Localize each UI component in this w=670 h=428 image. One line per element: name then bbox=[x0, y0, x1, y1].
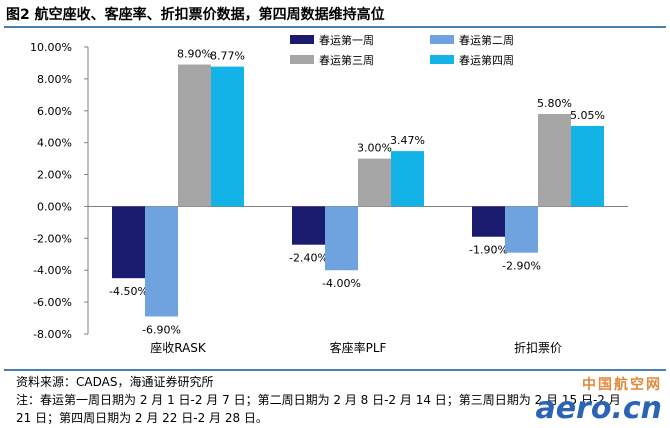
bar bbox=[538, 113, 571, 207]
data-label: -6.90% bbox=[142, 323, 181, 336]
data-label: -4.00% bbox=[322, 277, 361, 290]
legend-swatch bbox=[430, 55, 454, 64]
data-label: -1.90% bbox=[469, 244, 508, 257]
bar bbox=[391, 151, 424, 207]
bar bbox=[571, 125, 604, 207]
data-label: 3.00% bbox=[357, 142, 392, 155]
bar bbox=[145, 206, 178, 317]
data-label: 5.80% bbox=[537, 97, 572, 110]
y-tick-label: 2.00% bbox=[37, 169, 72, 182]
bar bbox=[358, 158, 391, 207]
y-tick-label: 4.00% bbox=[37, 137, 72, 150]
figure-title: 图2 航空座收、客座率、折扣票价数据，第四周数据维持高位 bbox=[6, 7, 385, 23]
legend-swatch bbox=[290, 55, 314, 64]
data-label: 8.90% bbox=[177, 48, 212, 61]
bar bbox=[505, 206, 538, 253]
bar bbox=[472, 206, 505, 237]
y-tick-label: 8.00% bbox=[37, 73, 72, 86]
legend-swatch bbox=[430, 35, 454, 44]
data-label: 5.05% bbox=[570, 109, 605, 122]
data-label: 8.77% bbox=[210, 50, 245, 63]
legend-swatch bbox=[290, 35, 314, 44]
bar bbox=[178, 64, 211, 207]
source-note: 资料来源：CADAS，海通证券研究所 bbox=[16, 375, 214, 389]
legend-label: 春运第一周 bbox=[319, 33, 374, 47]
bar-chart: 10.00% 8.00% 6.00% 4.00% 2.00% 0.00% -2.00% -4.… bbox=[30, 33, 628, 355]
legend-label: 春运第三周 bbox=[319, 53, 374, 67]
legend-label: 春运第四周 bbox=[459, 53, 514, 67]
category-label: 座收RASK bbox=[150, 340, 207, 355]
bar bbox=[292, 206, 325, 245]
top-rule bbox=[4, 26, 666, 28]
y-tick-label: -6.00% bbox=[33, 296, 72, 309]
category-label: 客座率PLF bbox=[330, 340, 387, 355]
legend-label: 春运第二周 bbox=[459, 33, 514, 47]
y-tick-label: 10.00% bbox=[30, 41, 72, 54]
bar bbox=[211, 66, 244, 207]
y-tick-label: -2.00% bbox=[33, 232, 72, 245]
y-tick-label: 6.00% bbox=[37, 105, 72, 118]
date-note-line1: 注：春运第一周日期为 2 月 1 日-2 月 7 日；第二周日期为 2 月 8 … bbox=[16, 393, 621, 407]
data-label: 3.47% bbox=[390, 134, 425, 147]
y-tick-label: 0.00% bbox=[37, 200, 72, 213]
bar bbox=[112, 206, 145, 279]
bar bbox=[325, 206, 358, 271]
watermark-en: aero.cn bbox=[535, 391, 662, 426]
bottom-rule bbox=[4, 369, 666, 371]
data-label: -2.90% bbox=[502, 260, 541, 273]
y-tick-label: -8.00% bbox=[33, 328, 72, 341]
watermark: 中国航空网 aero.cn bbox=[535, 374, 662, 424]
category-label: 折扣票价 bbox=[514, 340, 562, 355]
notes: 资料来源：CADAS，海通证券研究所 注：春运第一周日期为 2 月 1 日-2 … bbox=[16, 373, 621, 427]
date-note-line2: 21 日；第四周日期为 2 月 22 日-2 月 28 日。 bbox=[16, 411, 268, 425]
watermark-cn: 中国航空网 bbox=[582, 377, 662, 393]
y-tick-label: -4.00% bbox=[33, 264, 72, 277]
data-label: -2.40% bbox=[289, 252, 328, 265]
data-label: -4.50% bbox=[109, 285, 148, 298]
